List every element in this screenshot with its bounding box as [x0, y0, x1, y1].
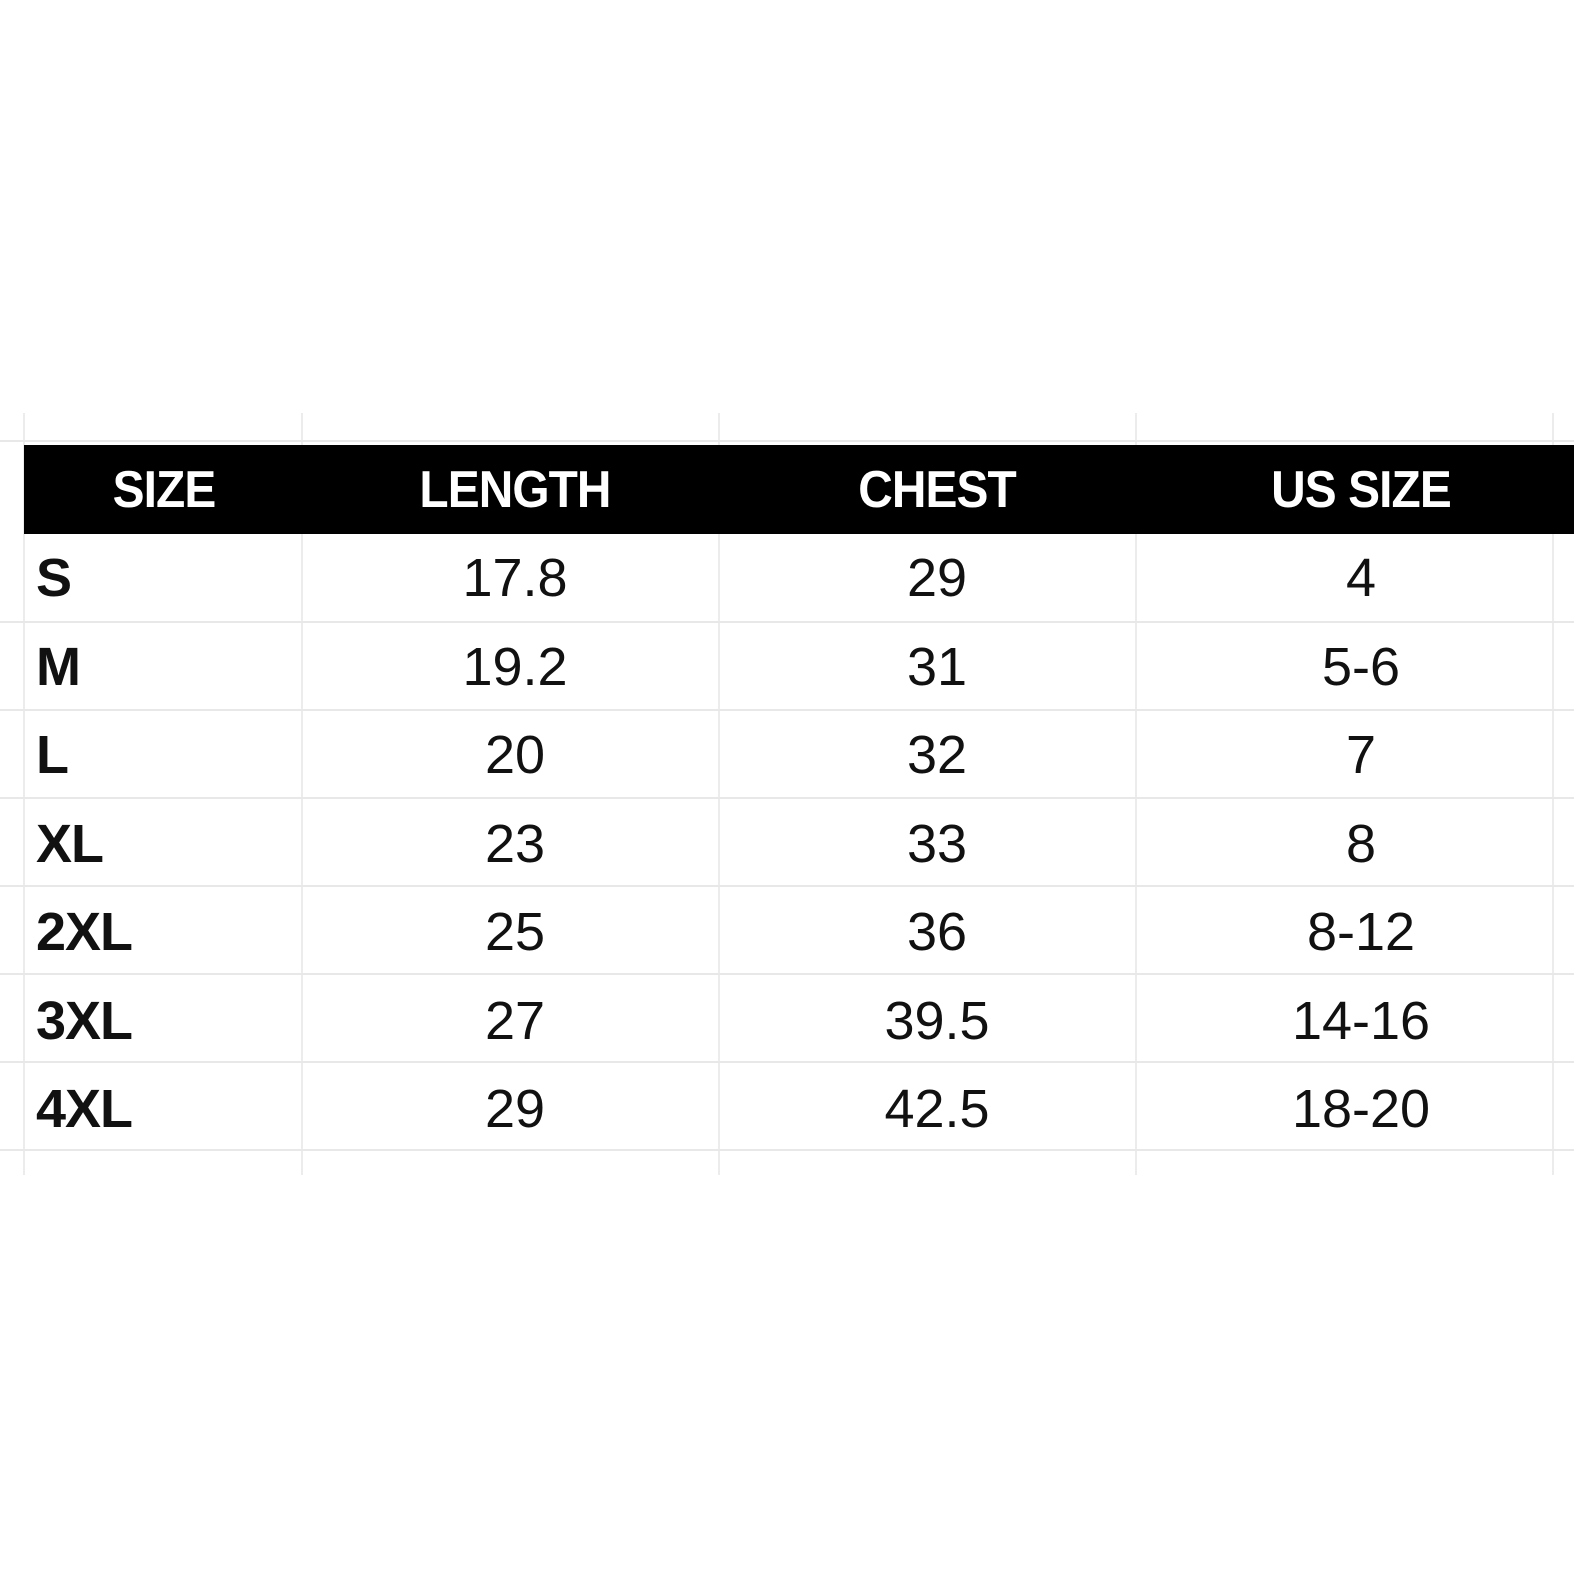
table-row: S 17.8 29 4 [24, 534, 1574, 623]
chest-cell: 32 [906, 725, 968, 786]
us-size-cell: 18-20 [1291, 1079, 1431, 1140]
size-cell: 3XL [36, 990, 133, 1051]
size-chart-table: SIZE LENGTH CHEST US SIZE S 17.8 29 4 M … [24, 445, 1574, 1154]
chest-cell: 39.5 [884, 990, 990, 1051]
us-size-cell: 5-6 [1321, 636, 1401, 697]
table-header-row: SIZE LENGTH CHEST US SIZE [24, 445, 1574, 534]
table-row: 2XL 25 36 8-12 [24, 888, 1574, 977]
length-cell: 20 [484, 725, 546, 786]
us-size-cell: 8-12 [1306, 902, 1416, 963]
chest-cell: 42.5 [884, 1079, 990, 1140]
length-cell: 17.8 [462, 548, 568, 609]
grid-line-horizontal [0, 797, 1574, 799]
chest-cell: 33 [906, 813, 968, 874]
grid-line-horizontal [0, 621, 1574, 623]
grid-line-horizontal [0, 440, 1574, 442]
us-size-cell: 7 [1345, 725, 1377, 786]
grid-line-vertical [1135, 413, 1137, 1175]
length-cell: 19.2 [462, 636, 568, 697]
table-row: XL 23 33 8 [24, 800, 1574, 889]
us-size-cell: 8 [1345, 813, 1377, 874]
grid-line-vertical [301, 413, 303, 1175]
length-cell: 25 [484, 902, 546, 963]
length-cell: 29 [484, 1079, 546, 1140]
size-cell: L [36, 725, 69, 786]
length-cell: 27 [484, 990, 546, 1051]
grid-line-horizontal [0, 1149, 1574, 1151]
chest-cell: 29 [906, 548, 968, 609]
size-cell: M [36, 636, 81, 697]
grid-line-horizontal [0, 973, 1574, 975]
table-row: M 19.2 31 5-6 [24, 623, 1574, 712]
size-chart-sheet: SIZE LENGTH CHEST US SIZE S 17.8 29 4 M … [0, 413, 1574, 1175]
size-cell: XL [36, 813, 104, 874]
table-row: L 20 32 7 [24, 711, 1574, 800]
table-row: 3XL 27 39.5 14-16 [24, 977, 1574, 1066]
length-cell: 23 [484, 813, 546, 874]
size-cell: S [36, 548, 72, 609]
table-row: 4XL 29 42.5 18-20 [24, 1065, 1574, 1154]
size-cell: 2XL [36, 902, 133, 963]
grid-line-vertical [718, 413, 720, 1175]
us-size-cell: 4 [1345, 548, 1377, 609]
header-chest: CHEST [858, 460, 1016, 519]
header-length: LENGTH [419, 460, 611, 519]
grid-line-horizontal [0, 1061, 1574, 1063]
grid-line-vertical [23, 413, 25, 1175]
chest-cell: 36 [906, 902, 968, 963]
grid-line-horizontal [0, 885, 1574, 887]
header-size: SIZE [112, 460, 217, 519]
grid-line-vertical [1552, 413, 1554, 1175]
grid-line-horizontal [0, 709, 1574, 711]
chest-cell: 31 [906, 636, 968, 697]
header-us-size: US SIZE [1271, 460, 1452, 519]
size-cell: 4XL [36, 1079, 133, 1140]
us-size-cell: 14-16 [1291, 990, 1431, 1051]
